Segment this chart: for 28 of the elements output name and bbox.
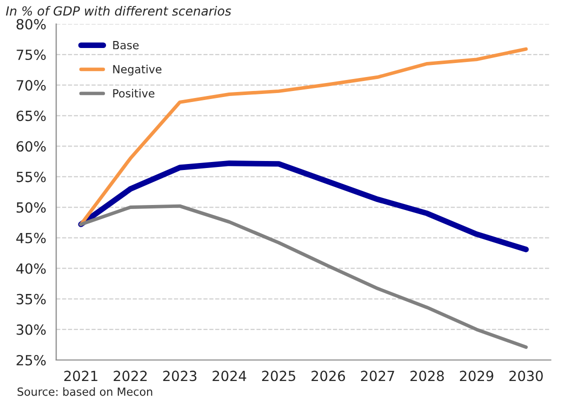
y-tick-label: 50% bbox=[16, 202, 46, 213]
y-tick-label: 75% bbox=[16, 50, 46, 60]
source-note: Source: based on Mecon bbox=[18, 387, 152, 396]
x-tick-label: 2029 bbox=[460, 370, 494, 382]
legend-label: Positive bbox=[113, 88, 154, 98]
x-tick-label: 2025 bbox=[262, 370, 296, 382]
legend-label: Negative bbox=[113, 64, 162, 76]
x-tick-label: 2028 bbox=[410, 370, 444, 382]
y-tick-label: 45% bbox=[16, 232, 46, 244]
x-tick-label: 2026 bbox=[312, 370, 346, 382]
y-tick-label: 25% bbox=[16, 354, 46, 366]
chart-title: In % of GDP with different scenarios bbox=[6, 6, 232, 16]
legend-label: Base bbox=[113, 41, 139, 50]
y-tick-label: 80% bbox=[16, 18, 46, 30]
x-tick-label: 2021 bbox=[64, 370, 98, 382]
y-tick-label: 70% bbox=[16, 80, 46, 91]
y-tick-label: 40% bbox=[16, 263, 46, 274]
line-series bbox=[79, 204, 528, 349]
x-tick-label: 2022 bbox=[114, 370, 147, 382]
y-tick-label: 30% bbox=[16, 324, 46, 335]
y-tick-label: 60% bbox=[16, 141, 46, 152]
x-tick-label: 2023 bbox=[163, 370, 196, 382]
x-tick-label: 2030 bbox=[509, 370, 543, 382]
x-tick-label: 2024 bbox=[212, 370, 246, 382]
y-tick-label: 35% bbox=[16, 294, 46, 304]
x-tick-label: 2027 bbox=[361, 370, 394, 382]
y-tick-label: 55% bbox=[16, 172, 46, 182]
y-tick-label: 65% bbox=[16, 110, 46, 122]
